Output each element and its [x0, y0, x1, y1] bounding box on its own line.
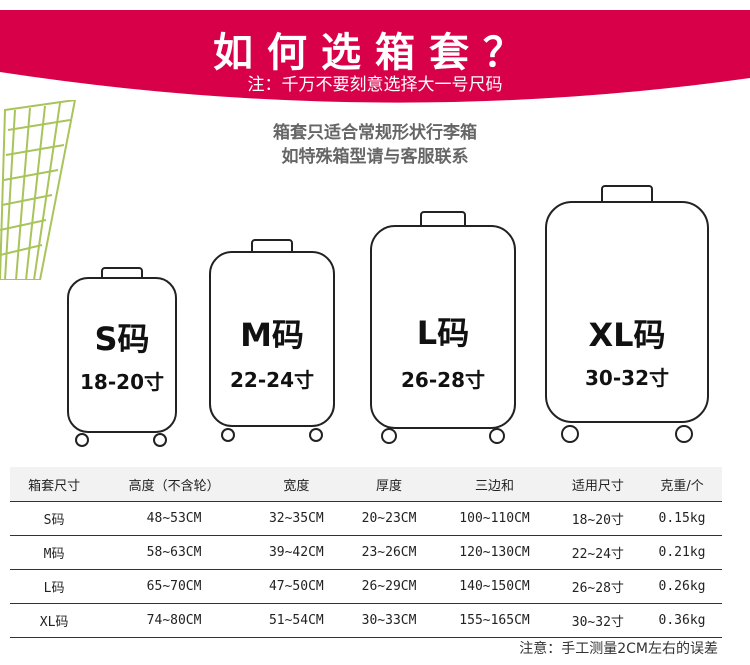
suitcase-l-icon: [370, 211, 516, 444]
table-cell: 18~20寸: [553, 501, 643, 536]
column-header: 适用尺寸: [553, 467, 643, 502]
table-cell: 0.15kg: [642, 501, 722, 536]
table-cell: 39~42CM: [249, 535, 343, 570]
column-header: 三边和: [435, 467, 554, 502]
footnote: 注意：手工测量2CM左右的误差: [519, 641, 718, 657]
table-cell: 0.26kg: [642, 569, 722, 604]
tower-decoration-icon: [0, 100, 77, 280]
table-cell: 155~165CM: [435, 603, 554, 638]
column-header: 高度（不含轮）: [98, 467, 250, 502]
table-row: XL码 74~80CM 51~54CM 30~33CM 155~165CM 30~32寸 0…: [10, 603, 722, 638]
table-cell: S码: [10, 501, 99, 536]
header-banner: [0, 10, 750, 103]
table-cell: 74~80CM: [98, 603, 250, 638]
table-cell: 65~70CM: [98, 569, 250, 604]
table-header-row: 箱套尺寸 高度（不含轮） 宽度 厚度 三边和 适用尺寸 克重/个: [10, 467, 722, 502]
suitcase-s-icon: [67, 267, 177, 447]
table-cell: 58~63CM: [98, 535, 250, 570]
suitcase-s: S码 18-20寸: [66, 266, 178, 448]
column-header: 厚度: [342, 467, 436, 502]
table-cell: 0.21kg: [642, 535, 722, 570]
table-cell: 51~54CM: [249, 603, 343, 638]
suitcase-l-range: 26-28寸: [401, 368, 485, 392]
suitcase-xl: XL码 30-32寸: [544, 184, 710, 444]
suitcase-s-range: 18-20寸: [80, 370, 164, 394]
table-cell: 20~23CM: [342, 501, 436, 536]
suitcase-l: L码 26-28寸: [369, 210, 517, 446]
table-cell: 140~150CM: [435, 569, 554, 604]
notice-line-2: 如特殊箱型请与客服联系: [281, 147, 469, 167]
header-subtitle: 注：千万不要刻意选择大一号尺码: [247, 75, 503, 95]
table-cell: 0.36kg: [642, 603, 722, 638]
table-row: S码 48~53CM 32~35CM 20~23CM 100~110CM 18~20寸 0.…: [10, 501, 722, 536]
table-cell: 48~53CM: [98, 501, 250, 536]
suitcase-m-icon: [209, 239, 335, 442]
table-cell: 47~50CM: [249, 569, 343, 604]
table-cell: XL码: [10, 603, 99, 638]
table-cell: 100~110CM: [435, 501, 554, 536]
table-cell: 26~29CM: [342, 569, 436, 604]
column-header: 宽度: [249, 467, 343, 502]
suitcase-l-size: L码: [416, 314, 470, 352]
table-cell: 32~35CM: [249, 501, 343, 536]
table-cell: 26~28寸: [553, 569, 643, 604]
column-header: 箱套尺寸: [10, 467, 99, 502]
table-cell: 23~26CM: [342, 535, 436, 570]
notice-line-1: 箱套只适合常规形状行李箱: [273, 123, 477, 143]
suitcase-m-range: 22-24寸: [230, 368, 314, 392]
table-cell: 30~33CM: [342, 603, 436, 638]
table-cell: 22~24寸: [553, 535, 643, 570]
suitcase-xl-icon: [545, 185, 709, 443]
table-row: M码 58~63CM 39~42CM 23~26CM 120~130CM 22~24寸 0.…: [10, 535, 722, 570]
size-table: 箱套尺寸 高度（不含轮） 宽度 厚度 三边和 适用尺寸 克重/个 S码 48~53CM 32~3…: [10, 467, 722, 638]
column-header: 克重/个: [642, 467, 722, 502]
table-row: L码 65~70CM 47~50CM 26~29CM 140~150CM 26~28寸 0.…: [10, 569, 722, 604]
page-title: 如何选箱套？: [213, 30, 537, 76]
table-cell: 30~32寸: [553, 603, 643, 638]
table-cell: 120~130CM: [435, 535, 554, 570]
suitcase-xl-range: 30-32寸: [585, 366, 669, 390]
suitcase-m: M码 22-24寸: [208, 238, 336, 444]
table-cell: L码: [10, 569, 99, 604]
table-cell: M码: [10, 535, 99, 570]
suitcase-s-size: S码: [94, 320, 150, 358]
suitcase-xl-size: XL码: [588, 316, 666, 354]
suitcase-m-size: M码: [240, 316, 304, 354]
